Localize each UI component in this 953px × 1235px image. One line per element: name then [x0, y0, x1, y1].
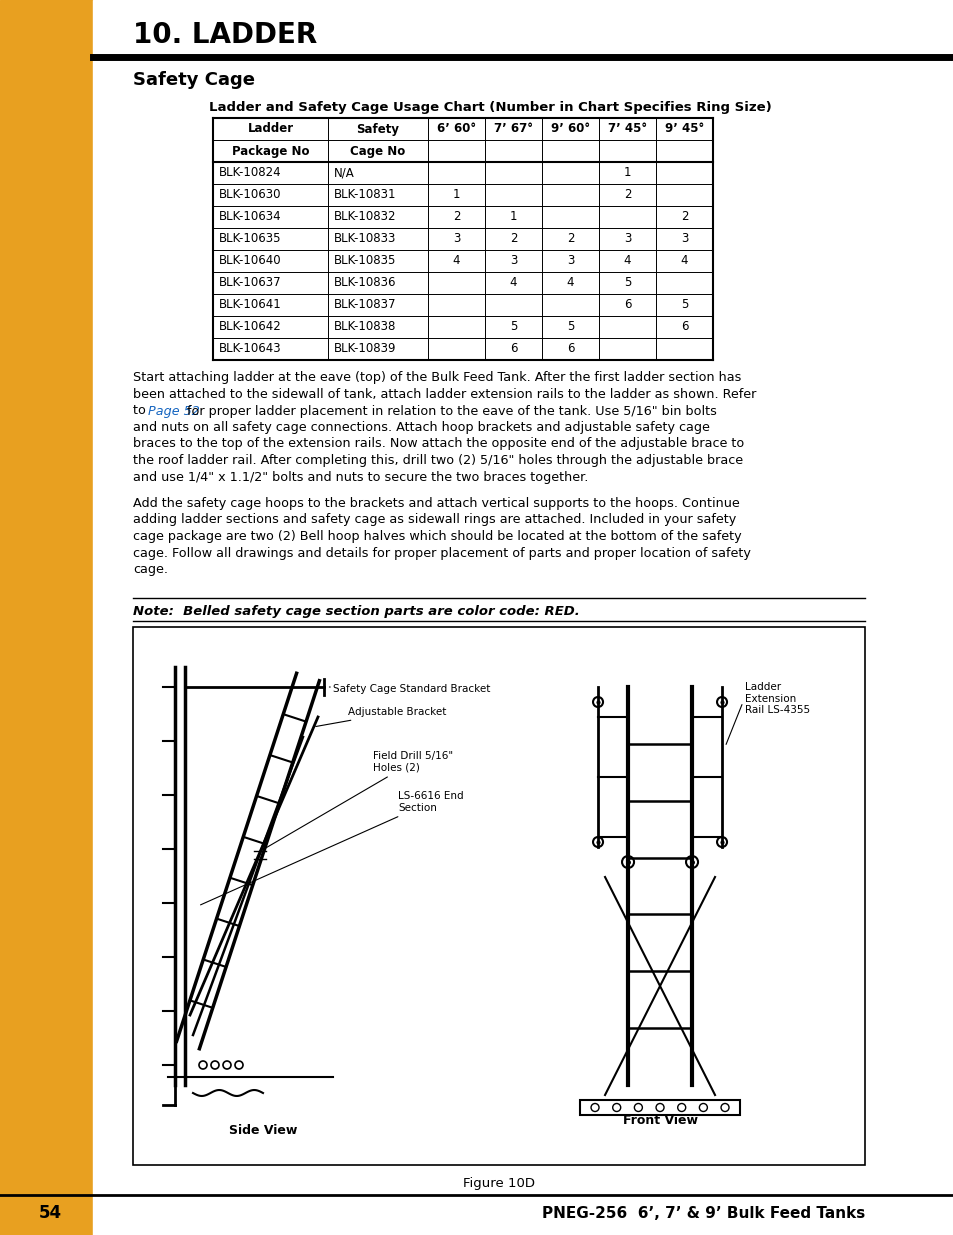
Text: BLK-10837: BLK-10837 [334, 299, 396, 311]
Text: cage. Follow all drawings and details for proper placement of parts and proper l: cage. Follow all drawings and details fo… [132, 547, 750, 559]
Text: BLK-10835: BLK-10835 [334, 254, 395, 268]
Text: 5: 5 [623, 277, 631, 289]
Text: 4: 4 [623, 254, 631, 268]
Text: BLK-10641: BLK-10641 [219, 299, 281, 311]
Text: N/A: N/A [334, 167, 355, 179]
Text: BLK-10643: BLK-10643 [219, 342, 281, 356]
Text: for proper ladder placement in relation to the eave of the tank. Use 5/16" bin b: for proper ladder placement in relation … [183, 405, 716, 417]
Text: BLK-10824: BLK-10824 [219, 167, 281, 179]
Text: 3: 3 [566, 254, 574, 268]
Text: Safety Cage: Safety Cage [132, 70, 254, 89]
Text: 7’ 45°: 7’ 45° [607, 122, 646, 136]
Text: BLK-10831: BLK-10831 [334, 189, 396, 201]
Text: and use 1/4" x 1.1/2" bolts and nuts to secure the two braces together.: and use 1/4" x 1.1/2" bolts and nuts to … [132, 471, 588, 483]
Text: 10. LADDER: 10. LADDER [132, 21, 317, 49]
Text: 9’ 45°: 9’ 45° [664, 122, 703, 136]
Text: 6’ 60°: 6’ 60° [436, 122, 476, 136]
Text: Safety: Safety [356, 122, 399, 136]
Text: BLK-10836: BLK-10836 [334, 277, 396, 289]
Text: 2: 2 [680, 210, 687, 224]
Text: been attached to the sidewall of tank, attach ladder extension rails to the ladd: been attached to the sidewall of tank, a… [132, 388, 756, 401]
Text: 4: 4 [566, 277, 574, 289]
Text: BLK-10833: BLK-10833 [334, 232, 395, 246]
Text: and nuts on all safety cage connections. Attach hoop brackets and adjustable saf: and nuts on all safety cage connections.… [132, 421, 709, 433]
Text: 7’ 67°: 7’ 67° [494, 122, 533, 136]
Text: Ladder: Ladder [247, 122, 294, 136]
Text: BLK-10634: BLK-10634 [219, 210, 281, 224]
Text: 5: 5 [509, 321, 517, 333]
Text: BLK-10832: BLK-10832 [334, 210, 396, 224]
Text: 5: 5 [566, 321, 574, 333]
Text: Package No: Package No [232, 144, 309, 158]
Text: 2: 2 [623, 189, 631, 201]
Text: 6: 6 [509, 342, 517, 356]
Text: 3: 3 [509, 254, 517, 268]
Text: BLK-10637: BLK-10637 [219, 277, 281, 289]
Text: 1: 1 [453, 189, 459, 201]
Text: 9’ 60°: 9’ 60° [551, 122, 590, 136]
Text: cage package are two (2) Bell hoop halves which should be located at the bottom : cage package are two (2) Bell hoop halve… [132, 530, 740, 543]
Text: Field Drill 5/16"
Holes (2): Field Drill 5/16" Holes (2) [262, 751, 453, 850]
Text: 1: 1 [509, 210, 517, 224]
Text: Start attaching ladder at the eave (top) of the Bulk Feed Tank. After the first : Start attaching ladder at the eave (top)… [132, 372, 740, 384]
Text: cage.: cage. [132, 563, 168, 576]
Text: Add the safety cage hoops to the brackets and attach vertical supports to the ho: Add the safety cage hoops to the bracket… [132, 496, 739, 510]
Text: 5: 5 [680, 299, 687, 311]
Text: BLK-10640: BLK-10640 [219, 254, 281, 268]
Text: to: to [132, 405, 150, 417]
Text: BLK-10630: BLK-10630 [219, 189, 281, 201]
Text: BLK-10642: BLK-10642 [219, 321, 281, 333]
Text: 6: 6 [623, 299, 631, 311]
Text: 4: 4 [680, 254, 687, 268]
Text: 4: 4 [453, 254, 459, 268]
Text: Page 52: Page 52 [148, 405, 200, 417]
Text: 3: 3 [453, 232, 459, 246]
Text: adding ladder sections and safety cage as sidewall rings are attached. Included : adding ladder sections and safety cage a… [132, 514, 736, 526]
Text: Safety Cage Standard Bracket: Safety Cage Standard Bracket [329, 684, 490, 694]
Text: 6: 6 [566, 342, 574, 356]
Text: 54: 54 [38, 1204, 62, 1221]
Bar [132, 627, 864, 1165]
Text: 6: 6 [680, 321, 687, 333]
Text: Side View: Side View [229, 1124, 297, 1136]
Text: BLK-10839: BLK-10839 [334, 342, 396, 356]
Text: 2: 2 [453, 210, 459, 224]
Text: BLK-10635: BLK-10635 [219, 232, 281, 246]
Text: 3: 3 [623, 232, 631, 246]
Text: Front View: Front View [622, 1114, 697, 1126]
Text: 2: 2 [566, 232, 574, 246]
Text: Cage No: Cage No [350, 144, 405, 158]
Text: braces to the top of the extension rails. Now attach the opposite end of the adj: braces to the top of the extension rails… [132, 437, 743, 451]
Bar [579, 1100, 740, 1115]
Text: Ladder and Safety Cage Usage Chart (Number in Chart Specifies Ring Size): Ladder and Safety Cage Usage Chart (Numb… [209, 100, 771, 114]
Text: 3: 3 [680, 232, 687, 246]
Text: 1: 1 [623, 167, 631, 179]
Text: 4: 4 [509, 277, 517, 289]
Text: Figure 10D: Figure 10D [462, 1177, 535, 1189]
Text: 2: 2 [509, 232, 517, 246]
Text: PNEG-256  6’, 7’ & 9’ Bulk Feed Tanks: PNEG-256 6’, 7’ & 9’ Bulk Feed Tanks [541, 1205, 864, 1220]
Text: Ladder
Extension
Rail LS-4355: Ladder Extension Rail LS-4355 [744, 682, 809, 715]
Text: Adjustable Bracket: Adjustable Bracket [315, 706, 446, 726]
Text: the roof ladder rail. After completing this, drill two (2) 5/16" holes through t: the roof ladder rail. After completing t… [132, 454, 742, 467]
Bar [0, 0, 92, 1235]
Text: BLK-10838: BLK-10838 [334, 321, 395, 333]
Text: LS-6616 End
Section: LS-6616 End Section [200, 792, 463, 905]
Text: Note:  Belled safety cage section parts are color code: RED.: Note: Belled safety cage section parts a… [132, 604, 579, 618]
